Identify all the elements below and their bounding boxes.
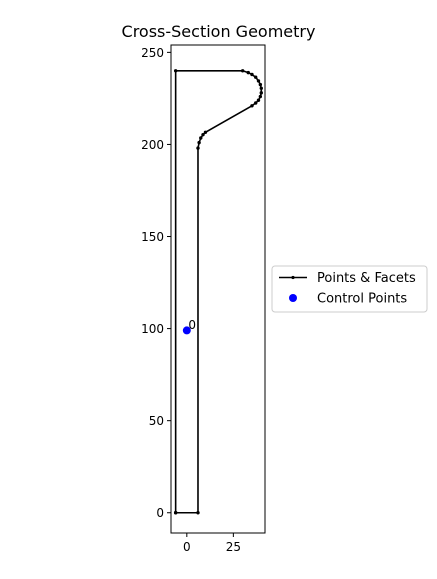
facet-point-20 [173,511,178,515]
facet-point-2 [196,146,200,150]
y-tick-label-4: 200 [141,138,164,152]
facet-point-18 [240,69,245,73]
facet-point-3 [197,140,201,145]
facet-point-11 [259,91,263,95]
facet-point-6 [203,130,208,134]
facet-point-12 [259,86,263,90]
y-tick-label-1: 50 [149,414,164,428]
facet-point-8 [253,101,258,105]
y-tick-label-0: 0 [156,506,164,520]
facet-point-16 [250,72,254,77]
legend-line-marker [291,275,295,280]
y-tick-label-5: 250 [141,46,164,60]
chart-title: Cross-Section Geometry [122,22,316,41]
legend: Points & Facets Control Points [271,265,428,313]
facet-point-10 [258,94,263,99]
control-point-0 [182,326,191,335]
axes-frame [170,44,266,534]
facet-point-4 [199,136,203,140]
legend-label-points-facets: Points & Facets [317,271,416,286]
legend-label-control-points: Control Points [317,292,407,307]
facet-point-5 [201,132,205,137]
series-line-0 [174,69,263,514]
facet-point-13 [258,82,263,87]
legend-dot-swatch [289,294,297,302]
legend-frame [271,265,428,313]
facet-point-7 [250,104,254,108]
facet-point-14 [256,79,261,83]
control-point-label-0: 0 [188,318,196,332]
x-tick-label-1: 25 [226,540,241,554]
facet-point-15 [253,75,258,79]
y-tick-label-3: 150 [141,230,164,244]
facet-point-9 [256,98,261,102]
facet-point-19 [173,69,178,73]
facet-point-17 [246,70,250,75]
plot-area: 0 [173,69,263,515]
facet-point-1 [196,511,200,515]
y-tick-label-2: 100 [141,322,164,336]
x-tick-label-0: 0 [183,540,191,554]
